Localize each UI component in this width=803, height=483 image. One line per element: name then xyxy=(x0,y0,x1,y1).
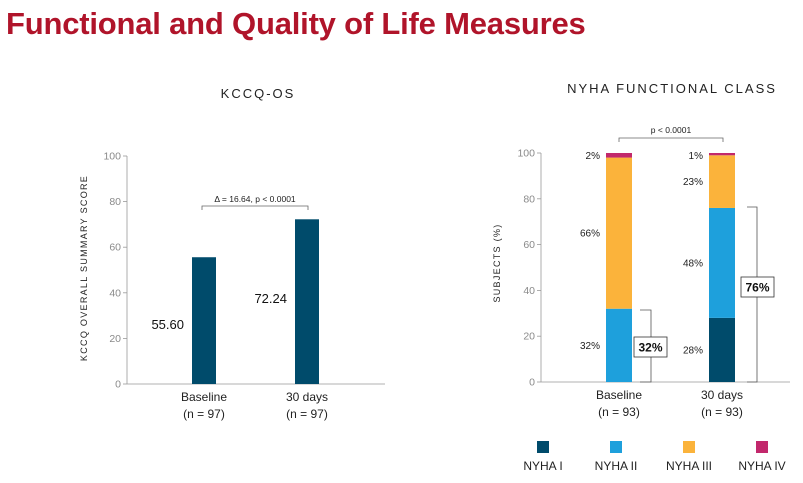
nyha-y-axis-label: SUBJECTS (%) xyxy=(492,223,502,302)
nyha-category-label: Baseline xyxy=(596,388,642,402)
nyha-bar-segment xyxy=(709,153,735,156)
nyha-30day-bracket-box xyxy=(740,276,775,298)
nyha-bar-segment xyxy=(606,153,632,158)
kccq-y-tick-label: 100 xyxy=(103,151,121,163)
nyha-category-n: (n = 93) xyxy=(598,405,640,419)
kccq-significance-annotation: Δ = 16.64, p < 0.0001 xyxy=(214,194,296,204)
nyha-y-tick-label: 100 xyxy=(517,148,535,160)
legend-swatch xyxy=(756,441,768,453)
nyha-significance-annotation: p < 0.0001 xyxy=(651,125,692,135)
kccq-category-n: (n = 97) xyxy=(183,407,225,421)
kccq-significance-bracket xyxy=(201,205,309,210)
kccq-chart: KCCQ-OS KCCQ OVERALL SUMMARY SCORE 0 20 40… xyxy=(79,86,385,421)
legend-label: NYHA IV xyxy=(738,459,785,473)
nyha-category-label: 30 days xyxy=(701,388,743,402)
nyha-segment-label: 28% xyxy=(683,345,703,356)
kccq-y-tick-label: 40 xyxy=(109,287,121,299)
legend-swatch xyxy=(537,441,549,453)
nyha-segment-label: 66% xyxy=(580,229,600,240)
nyha-segment-label: 1% xyxy=(689,151,704,162)
kccq-category-n: (n = 97) xyxy=(286,407,328,421)
nyha-category-n: (n = 93) xyxy=(701,405,743,419)
kccq-y-tick-label: 0 xyxy=(115,379,121,391)
kccq-y-tick-label: 80 xyxy=(109,196,121,208)
kccq-y-tick-label: 60 xyxy=(109,242,121,254)
kccq-category-label: 30 days xyxy=(286,390,328,404)
nyha-segment-label: 2% xyxy=(586,151,601,162)
nyha-segment-label: 23% xyxy=(683,177,703,188)
page-title: Functional and Quality of Life Measures xyxy=(6,6,586,41)
kccq-bar-value-label: 55.60 xyxy=(151,317,184,332)
nyha-baseline-bracket-label: 32% xyxy=(638,341,662,355)
nyha-chart-title: NYHA FUNCTIONAL CLASS xyxy=(567,81,777,96)
nyha-30day-bracket-label: 76% xyxy=(745,281,769,295)
kccq-bar-value-label: 72.24 xyxy=(254,291,287,306)
kccq-y-axis-label: KCCQ OVERALL SUMMARY SCORE xyxy=(79,175,89,361)
kccq-chart-title: KCCQ-OS xyxy=(221,86,296,101)
kccq-bar xyxy=(295,219,319,384)
nyha-y-tick-label: 40 xyxy=(523,285,535,297)
nyha-significance-bracket xyxy=(618,137,724,142)
nyha-segment-label: 48% xyxy=(683,258,703,269)
nyha-chart: NYHA FUNCTIONAL CLASS SUBJECTS (%) 0 20 40… xyxy=(492,81,790,473)
nyha-bar-segment xyxy=(606,157,632,309)
legend-label: NYHA III xyxy=(666,459,712,473)
kccq-y-tick-label: 20 xyxy=(109,333,121,345)
nyha-y-tick-label: 0 xyxy=(529,377,535,389)
legend-swatch xyxy=(683,441,695,453)
kccq-category-label: Baseline xyxy=(181,390,227,404)
nyha-bar-segment xyxy=(709,317,735,382)
kccq-bar xyxy=(192,257,216,384)
legend-swatch xyxy=(610,441,622,453)
nyha-baseline-bracket-box xyxy=(633,336,668,358)
legend-label: NYHA II xyxy=(595,459,638,473)
nyha-bar-segment xyxy=(709,155,735,208)
nyha-segment-label: 32% xyxy=(580,341,600,352)
nyha-bar-segment xyxy=(606,308,632,382)
legend-label: NYHA I xyxy=(523,459,562,473)
nyha-y-tick-label: 80 xyxy=(523,193,535,205)
nyha-y-tick-label: 20 xyxy=(523,331,535,343)
nyha-bar-segment xyxy=(709,207,735,318)
nyha-y-tick-label: 60 xyxy=(523,239,535,251)
